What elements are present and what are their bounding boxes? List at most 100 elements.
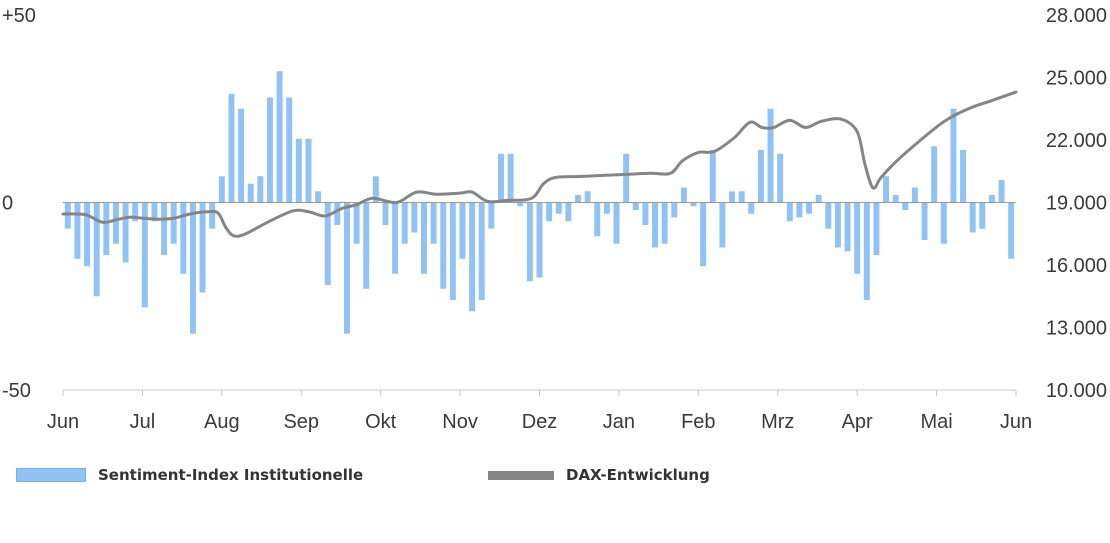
sentiment-bar: [969, 202, 976, 233]
sentiment-bar: [478, 202, 485, 300]
sentiment-bar: [700, 202, 707, 267]
sentiment-bar: [324, 202, 331, 285]
x-tick-label: Mrz: [761, 411, 794, 433]
sentiment-bar: [498, 153, 504, 203]
sentiment-bar: [931, 146, 938, 203]
legend-item-sentiment: Sentiment-Index Institutionelle: [16, 466, 363, 484]
sentiment-bar: [671, 202, 678, 218]
x-axis-labels: Jun Jul Aug Sep Okt Nov Dez Jan Feb Mrz Apr Mai Jun: [47, 411, 1032, 433]
x-tick-label: Feb: [681, 411, 715, 433]
sentiment-bar: [112, 202, 119, 244]
sentiment-bar: [748, 202, 755, 214]
sentiment-bar: [940, 202, 947, 244]
sentiment-bar: [709, 150, 716, 203]
sentiment-bar: [594, 202, 601, 237]
sentiment-bar: [189, 202, 196, 334]
x-tick-label: Okt: [365, 411, 397, 433]
right-tick-label: 22.000: [1046, 130, 1107, 152]
sentiment-bar: [151, 202, 158, 222]
sentiment-bar: [652, 202, 658, 248]
sentiment-bar: [844, 202, 851, 252]
sentiment-bar: [353, 202, 360, 244]
sentiment-bar: [392, 202, 399, 274]
sentiment-bar: [209, 202, 216, 229]
right-tick-label: 10.000: [1046, 380, 1107, 402]
sentiment-bar: [902, 202, 909, 210]
right-tick-label: 19.000: [1046, 193, 1107, 215]
sentiment-bar: [122, 202, 129, 263]
sentiment-bar: [555, 202, 562, 214]
sentiment-bar: [632, 202, 639, 210]
x-tick-label: Jun: [47, 411, 79, 433]
x-tick-label: Sep: [283, 411, 319, 433]
x-tick-label: Jul: [130, 411, 156, 433]
sentiment-bar: [199, 202, 206, 293]
sentiment-bar: [863, 202, 870, 300]
sentiment-bar: [777, 153, 784, 203]
sentiment-bar: [180, 202, 187, 274]
x-tick-label: Jun: [1000, 411, 1032, 433]
sentiment-bar: [459, 202, 466, 259]
sentiment-bar: [132, 202, 139, 222]
legend-item-dax: DAX-Entwicklung: [488, 466, 710, 484]
sentiment-bar: [430, 202, 437, 244]
sentiment-bar: [411, 202, 418, 233]
sentiment-bar: [729, 191, 736, 203]
sentiment-bar: [103, 202, 110, 255]
sentiment-bar: [295, 138, 302, 203]
sentiment-bar: [854, 202, 861, 274]
sentiment-bar: [767, 108, 774, 203]
sentiment-bar: [276, 71, 283, 203]
sentiment-bar: [161, 202, 168, 255]
sentiment-bar: [257, 176, 264, 203]
sentiment-bar: [883, 176, 890, 203]
sentiment-bar: [526, 202, 533, 282]
sentiment-bar: [642, 202, 649, 225]
sentiment-bar: [440, 202, 447, 289]
sentiment-bar: [565, 202, 572, 222]
sentiment-bar: [661, 202, 668, 244]
sentiment-bar: [382, 202, 389, 225]
sentiment-bar: [218, 176, 225, 203]
sentiment-bar: [950, 108, 957, 203]
right-tick-label: 25.000: [1046, 68, 1107, 90]
right-tick-label: 28.000: [1046, 5, 1107, 27]
sentiment-bar: [988, 195, 995, 203]
sentiment-bar: [806, 202, 813, 214]
sentiment-bar: [825, 202, 832, 229]
sentiment-bar: [757, 150, 764, 203]
right-tick-label: 13.000: [1046, 318, 1107, 340]
sentiment-bar: [738, 191, 745, 203]
legend-label-dax: DAX-Entwicklung: [566, 466, 710, 484]
sentiment-bar: [141, 202, 148, 308]
sentiment-bar: [575, 195, 581, 203]
sentiment-bar: [536, 202, 543, 278]
left-tick-label: 0: [2, 193, 13, 215]
sentiment-bar: [623, 153, 630, 203]
sentiment-bar: [372, 176, 379, 203]
sentiment-bar: [421, 202, 427, 274]
sentiment-bar: [315, 191, 322, 203]
sentiment-bars: [64, 71, 1015, 334]
sentiment-bar: [873, 202, 880, 255]
sentiment-bar: [998, 180, 1005, 203]
sentiment-bar: [911, 187, 918, 203]
sentiment-bar: [834, 202, 841, 248]
right-axis-labels: 10.000 13.000 16.000 19.000 22.000 25.000 28.0…: [1046, 5, 1107, 402]
sentiment-bar: [238, 108, 245, 203]
sentiment-bar: [680, 187, 687, 203]
sentiment-bar: [786, 202, 793, 222]
sentiment-bar: [401, 202, 408, 244]
sentiment-bar: [960, 150, 967, 203]
sentiment-bar: [507, 153, 514, 203]
x-tick-label: Nov: [442, 411, 478, 433]
sentiment-bar: [921, 202, 928, 240]
sentiment-bar: [93, 202, 100, 297]
left-tick-label: -50: [2, 380, 31, 402]
x-tick-label: Apr: [842, 411, 873, 433]
sentiment-bar: [266, 97, 273, 203]
sentiment-bar: [343, 202, 350, 334]
sentiment-bar: [84, 202, 91, 267]
sentiment-bar: [719, 202, 726, 248]
sentiment-bar: [892, 195, 899, 203]
